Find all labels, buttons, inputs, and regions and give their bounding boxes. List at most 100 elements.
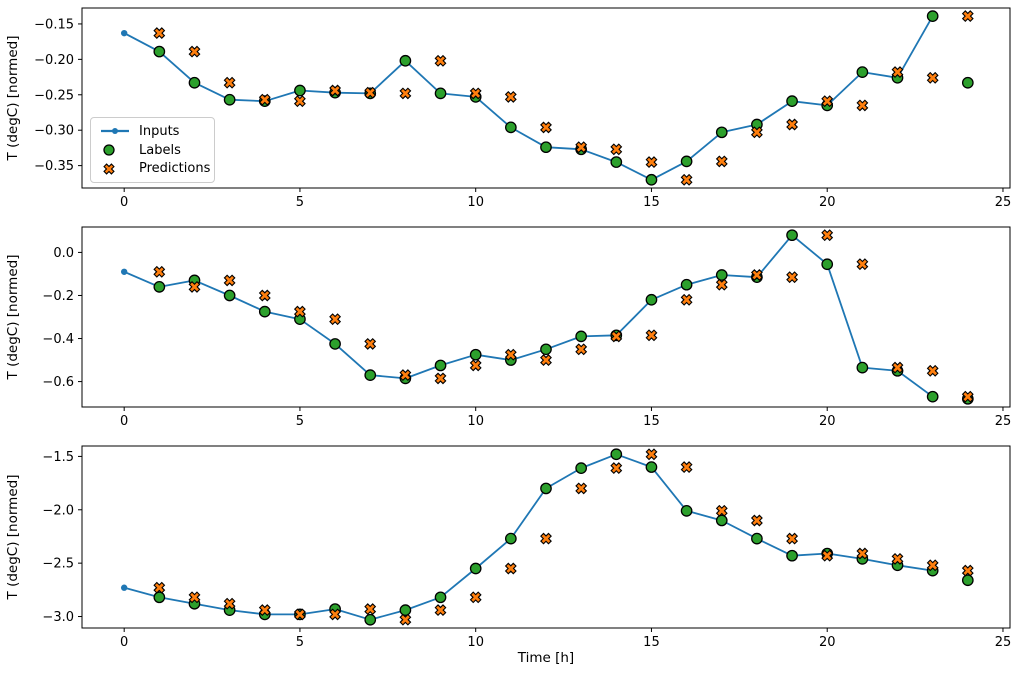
subplot-3: −1.5 −2.0 −2.5 −3.0 0 5 10 15 20 25 T (degC) [norm… xyxy=(5,445,1011,666)
prediction-point xyxy=(786,532,799,545)
input-point xyxy=(120,268,128,275)
label-point xyxy=(399,54,412,67)
prediction-point xyxy=(293,95,306,108)
label-point xyxy=(751,532,763,545)
label-point xyxy=(715,126,728,139)
y-tick-label: −3.0 xyxy=(42,610,74,625)
label-point xyxy=(786,229,798,242)
prediction-point xyxy=(469,87,482,100)
y-axis-label: T (degC) [normed] xyxy=(5,36,21,162)
y-tick-label: 0.0 xyxy=(53,246,74,261)
prediction-point xyxy=(153,27,166,40)
prediction-point xyxy=(575,482,588,495)
prediction-point xyxy=(399,87,412,100)
prediction-point xyxy=(329,608,342,621)
prediction-point xyxy=(891,66,904,79)
label-point xyxy=(540,343,552,356)
label-point xyxy=(645,461,658,473)
prediction-point xyxy=(153,265,166,278)
y-tick-label: −0.2 xyxy=(42,289,74,304)
prediction-point xyxy=(610,143,623,156)
label-point xyxy=(715,514,728,527)
y-tick-label: −0.15 xyxy=(34,17,74,32)
y-tick-label: −0.4 xyxy=(42,332,74,347)
prediction-point xyxy=(434,604,447,617)
prediction-point xyxy=(258,289,271,302)
label-point xyxy=(926,10,939,22)
label-point xyxy=(645,173,658,186)
prediction-point xyxy=(329,313,342,326)
inputs-line xyxy=(123,15,934,181)
y-tick-label: −0.25 xyxy=(34,88,74,103)
label-point xyxy=(223,93,236,106)
prediction-point xyxy=(188,45,201,58)
prediction-point xyxy=(680,461,693,474)
prediction-point xyxy=(504,348,517,361)
x-tick-label: 20 xyxy=(819,195,836,210)
axes-frame xyxy=(81,7,1011,189)
prediction-point xyxy=(153,581,166,594)
prediction-point xyxy=(223,76,236,89)
prediction-point xyxy=(926,364,939,377)
x-tick-label: 10 xyxy=(467,195,484,210)
prediction-point xyxy=(188,280,201,293)
prediction-point xyxy=(856,99,869,112)
prediction-point xyxy=(434,372,447,385)
input-point xyxy=(120,29,128,37)
prediction-point xyxy=(329,84,342,97)
y-tick-label: −0.20 xyxy=(34,53,74,68)
inputs-line xyxy=(123,453,933,621)
prediction-point xyxy=(821,229,834,242)
prediction-point xyxy=(469,591,482,604)
y-tick-label: −1.5 xyxy=(42,450,74,465)
x-axis-label: Time [h] xyxy=(517,650,574,666)
label-point xyxy=(856,66,869,78)
legend-label-labels: Labels xyxy=(139,142,181,158)
prediction-point xyxy=(223,274,236,287)
inputs-line-swatch-icon xyxy=(101,128,129,135)
prediction-point xyxy=(680,293,693,306)
prediction-point xyxy=(540,532,552,545)
prediction-point xyxy=(434,54,447,67)
prediction-point xyxy=(645,329,658,342)
x-tick-label: 0 xyxy=(120,635,128,650)
label-point xyxy=(575,462,588,474)
x-tick-label: 5 xyxy=(296,195,304,210)
label-point xyxy=(434,591,447,604)
prediction-point xyxy=(926,71,939,84)
label-point xyxy=(504,532,517,545)
label-point xyxy=(540,141,552,154)
prediction-point xyxy=(610,462,623,475)
prediction-point xyxy=(469,359,482,372)
prediction-point xyxy=(399,369,412,382)
y-tick-label: −2.0 xyxy=(42,503,74,518)
x-tick-label: 20 xyxy=(819,414,836,429)
prediction-point xyxy=(750,126,763,139)
label-point xyxy=(540,482,552,495)
label-point xyxy=(364,369,377,381)
label-point xyxy=(329,338,341,350)
prediction-point xyxy=(575,343,588,356)
y-axis-label: T (degC) [normed] xyxy=(5,475,21,601)
prediction-point xyxy=(680,173,693,186)
prediction-point xyxy=(961,390,974,403)
label-point xyxy=(961,574,974,587)
prediction-point xyxy=(645,448,658,461)
label-point xyxy=(364,613,377,626)
prediction-point xyxy=(364,603,377,616)
x-tick-label: 20 xyxy=(819,635,836,650)
prediction-point xyxy=(926,559,939,572)
label-point xyxy=(469,348,482,361)
label-point xyxy=(680,504,693,517)
prediction-point xyxy=(364,337,377,350)
x-tick-label: 10 xyxy=(467,414,484,429)
prediction-point xyxy=(891,361,904,374)
label-point xyxy=(504,121,517,134)
prediction-point xyxy=(961,564,974,577)
prediction-point xyxy=(540,121,552,134)
label-point xyxy=(153,45,166,58)
prediction-point xyxy=(715,155,728,168)
label-point xyxy=(188,76,201,89)
label-point xyxy=(399,604,412,616)
